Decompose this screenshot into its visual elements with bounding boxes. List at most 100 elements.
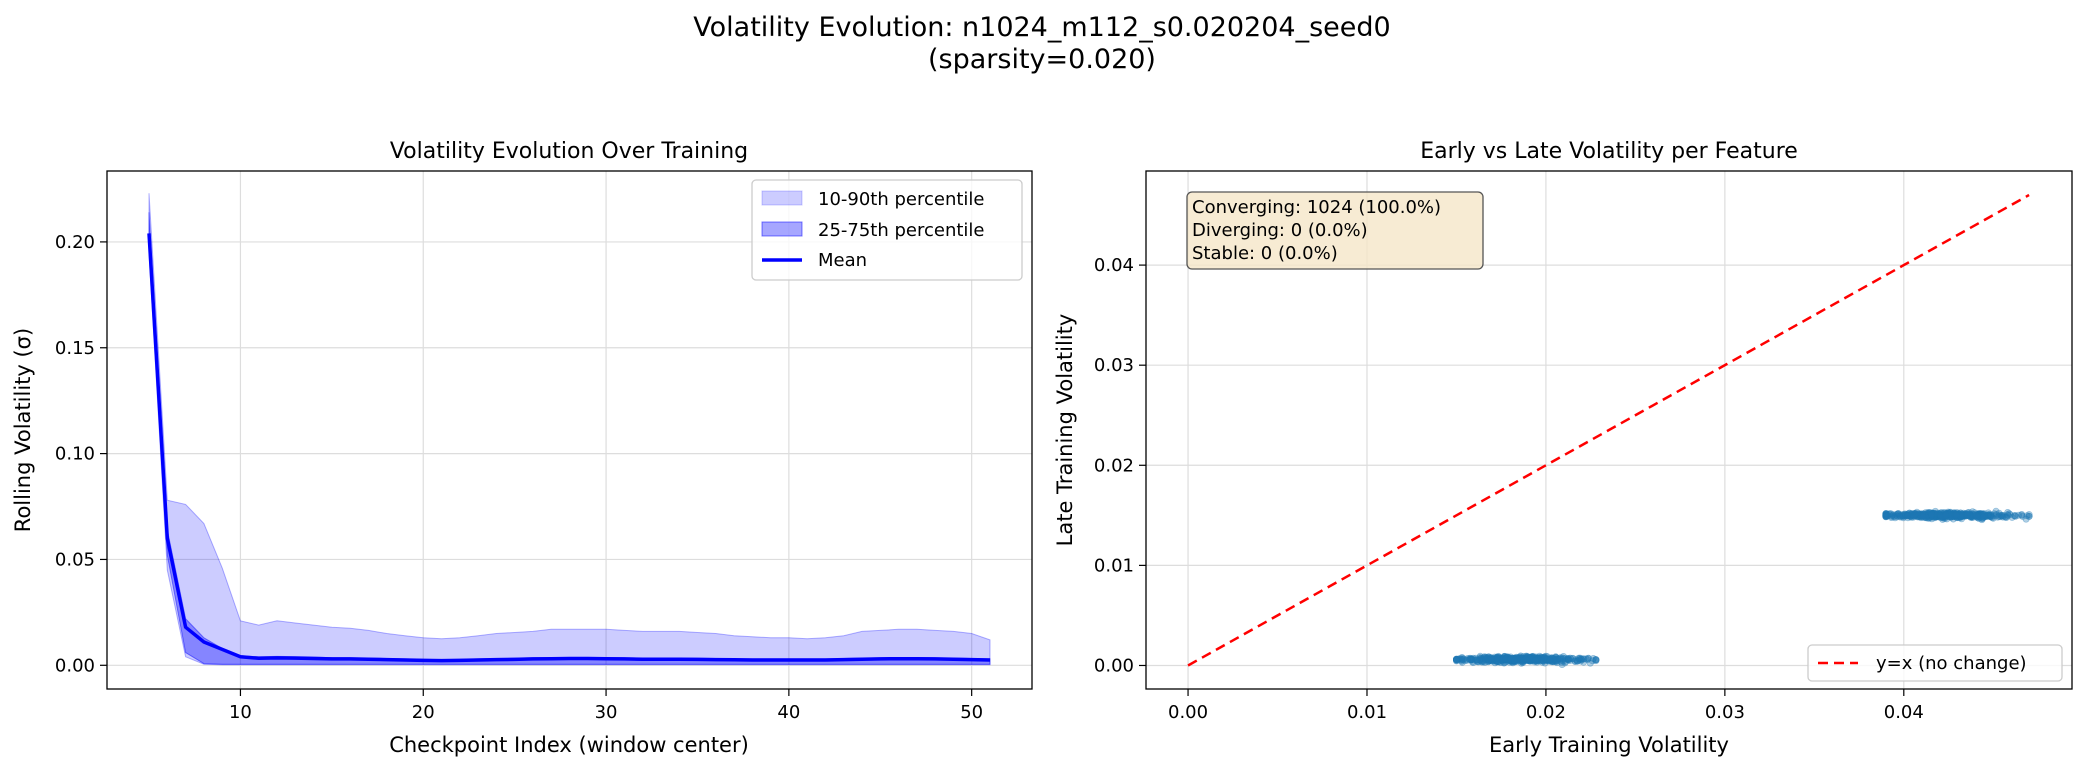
right-y-tick-label: 0.02 <box>1094 455 1134 476</box>
scatter-point <box>1476 656 1484 664</box>
scatter-point <box>1501 654 1509 662</box>
scatter-point <box>1511 655 1519 663</box>
scatter-point <box>1518 655 1526 663</box>
scatter-point <box>1502 655 1510 663</box>
scatter-point <box>1534 655 1542 663</box>
scatter-point <box>1917 511 1925 519</box>
scatter-point <box>1462 656 1470 664</box>
scatter-point <box>1515 655 1523 663</box>
scatter-point <box>1917 512 1925 520</box>
scatter-point <box>1949 512 1957 520</box>
scatter-point <box>1968 512 1976 520</box>
scatter-point <box>1531 654 1539 662</box>
scatter-point <box>1987 512 1995 520</box>
scatter-point <box>1928 509 1936 517</box>
scatter-point <box>1480 658 1488 666</box>
scatter-point <box>1998 511 2006 519</box>
scatter-point <box>1953 510 1961 518</box>
scatter-point <box>1468 656 1476 664</box>
scatter-point <box>1930 510 1938 518</box>
scatter-point <box>1513 654 1521 662</box>
scatter-point <box>1953 511 1961 519</box>
scatter-point <box>1939 514 1947 522</box>
scatter-point <box>1582 655 1590 663</box>
scatter-point <box>1476 654 1484 662</box>
scatter-point <box>1468 658 1476 666</box>
scatter-point <box>1950 513 1958 521</box>
stats-diverging: Diverging: 0 (0.0%) <box>1192 220 1368 241</box>
scatter-point <box>1540 654 1548 662</box>
scatter-point <box>1924 511 1932 519</box>
scatter-point <box>1939 515 1947 523</box>
scatter-point <box>1910 510 1918 518</box>
scatter-point <box>1882 511 1890 519</box>
scatter-point <box>1461 657 1469 665</box>
scatter-point <box>1544 657 1552 665</box>
scatter-point <box>1996 511 2004 519</box>
scatter-point <box>1519 656 1527 664</box>
scatter-point <box>1499 655 1507 663</box>
scatter-point <box>1903 511 1911 519</box>
scatter-point <box>1882 511 1890 519</box>
scatter-point <box>1560 655 1568 663</box>
scatter-point <box>1552 657 1560 665</box>
scatter-point <box>1956 509 1964 517</box>
scatter-point <box>1499 658 1507 666</box>
scatter-point <box>1939 512 1947 520</box>
left-x-tick-label: 40 <box>777 702 800 723</box>
scatter-point <box>1927 510 1935 518</box>
scatter-point <box>1533 656 1541 664</box>
scatter-point <box>1458 657 1466 665</box>
scatter-point <box>1510 657 1518 665</box>
scatter-point <box>1916 510 1924 518</box>
scatter-point <box>1548 654 1556 662</box>
scatter-point <box>1511 655 1519 663</box>
scatter-point <box>1928 509 1936 517</box>
scatter-point <box>1975 513 1983 521</box>
scatter-point <box>1503 656 1511 664</box>
scatter-point <box>1558 660 1566 668</box>
scatter-point <box>1937 509 1945 517</box>
scatter-point <box>1930 510 1938 518</box>
scatter-point <box>1489 655 1497 663</box>
left-x-tick-label: 50 <box>960 702 983 723</box>
scatter-point <box>1511 655 1519 663</box>
scatter-point <box>1952 510 1960 518</box>
scatter-point <box>1916 511 1924 519</box>
scatter-point <box>1954 513 1962 521</box>
scatter-point <box>1963 512 1971 520</box>
scatter-point <box>1976 513 1984 521</box>
scatter-point <box>1938 512 1946 520</box>
scatter-point <box>1532 654 1540 662</box>
scatter-point <box>1974 512 1982 520</box>
scatter-point <box>1584 654 1592 662</box>
scatter-point <box>1982 512 1990 520</box>
scatter-point <box>1500 655 1508 663</box>
scatter-point <box>1984 509 1992 517</box>
scatter-point <box>1920 511 1928 519</box>
scatter-point <box>1533 655 1541 663</box>
scatter-point <box>1506 658 1514 666</box>
mean-line <box>147 233 991 663</box>
scatter-points <box>1453 507 2033 668</box>
scatter-point <box>1518 654 1526 662</box>
scatter-point <box>1586 659 1594 667</box>
scatter-point <box>1931 510 1939 518</box>
scatter-point <box>1565 656 1573 664</box>
scatter-point <box>1547 656 1555 664</box>
legend-label-25-75: 25-75th percentile <box>818 220 985 241</box>
scatter-point <box>1913 511 1921 519</box>
scatter-point <box>1528 655 1536 663</box>
scatter-point <box>1592 656 1600 664</box>
left-axes-title: Volatility Evolution Over Training <box>390 139 748 164</box>
scatter-point <box>1538 655 1546 663</box>
scatter-point <box>1927 509 1935 517</box>
scatter-point <box>1974 510 1982 518</box>
scatter-point <box>1914 512 1922 520</box>
scatter-point <box>1530 656 1538 664</box>
scatter-point <box>1507 653 1515 661</box>
scatter-point <box>1525 655 1533 663</box>
scatter-point <box>1540 653 1548 661</box>
scatter-point <box>1508 656 1516 664</box>
